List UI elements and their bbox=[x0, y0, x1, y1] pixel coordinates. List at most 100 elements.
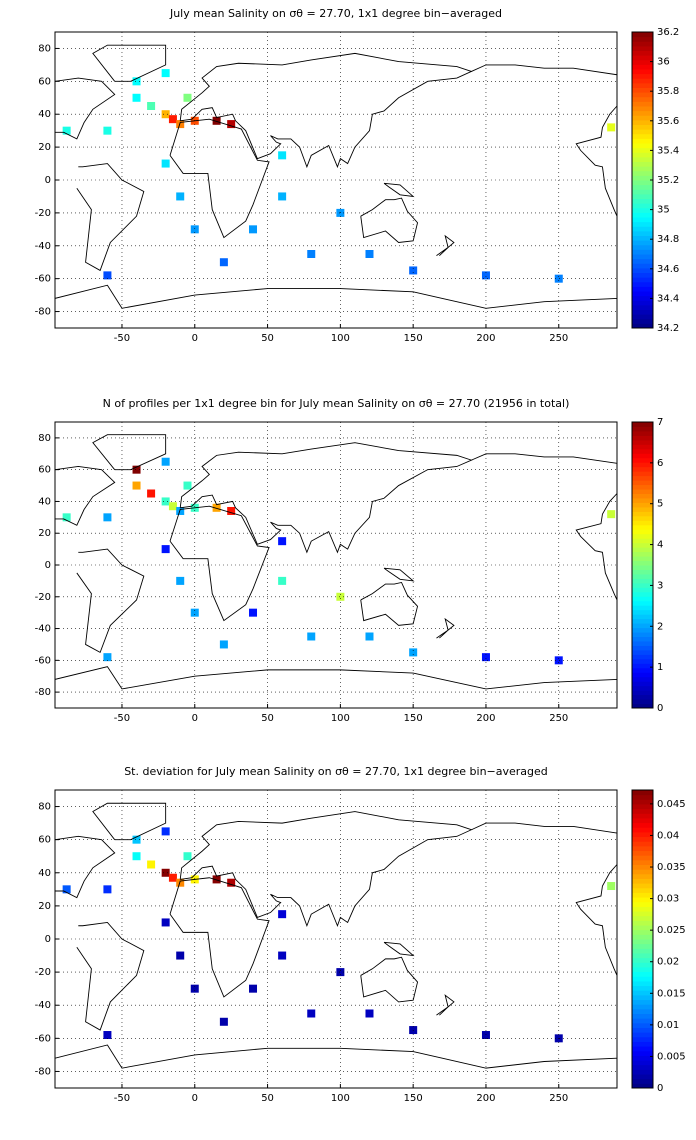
colorbar-strip bbox=[632, 920, 653, 926]
colorbar-strip bbox=[632, 663, 653, 669]
colorbar-strip bbox=[632, 506, 653, 512]
colorbar-strip bbox=[632, 448, 653, 454]
colorbar-strip bbox=[632, 1046, 653, 1052]
colorbar-strip bbox=[632, 685, 653, 691]
data-cell bbox=[183, 93, 192, 102]
data-cell bbox=[161, 827, 170, 836]
colorbar-strip bbox=[632, 430, 653, 436]
colorbar-tick-label: 35 bbox=[657, 205, 670, 216]
data-cell bbox=[278, 192, 287, 201]
coastline bbox=[360, 197, 419, 243]
colorbar-strip bbox=[632, 966, 653, 973]
data-cell bbox=[278, 910, 287, 919]
colorbar-strip bbox=[632, 939, 653, 945]
colorbar-strip bbox=[632, 831, 653, 838]
colorbar-strip bbox=[632, 147, 653, 153]
data-cell bbox=[554, 656, 563, 665]
colorbar-strip bbox=[632, 462, 653, 468]
y-tick-label: 40 bbox=[38, 496, 51, 507]
x-tick-label: 150 bbox=[404, 713, 423, 724]
colorbar-strip bbox=[632, 170, 653, 176]
colorbar-strip bbox=[632, 547, 653, 553]
colorbar-tick-label: 35.4 bbox=[657, 145, 679, 156]
colorbar-strip bbox=[632, 484, 653, 490]
data-cell bbox=[161, 545, 170, 554]
colorbar-strip bbox=[632, 180, 653, 186]
coastline bbox=[92, 434, 167, 471]
colorbar-strip bbox=[632, 901, 653, 907]
colorbar-strip bbox=[632, 249, 653, 255]
colorbar-strip bbox=[632, 591, 653, 597]
colorbar-strip bbox=[632, 803, 653, 810]
colorbar-strip bbox=[632, 614, 653, 620]
colorbar-strip bbox=[632, 480, 653, 486]
colorbar-strip bbox=[632, 869, 653, 875]
colorbar-strip bbox=[632, 106, 653, 112]
colorbar-strip bbox=[632, 850, 653, 856]
colorbar-tick-label: 36 bbox=[657, 57, 670, 68]
data-cell bbox=[147, 489, 156, 498]
y-tick-label: 20 bbox=[38, 901, 51, 912]
colorbar-strip bbox=[632, 994, 653, 1001]
colorbar-strip bbox=[632, 115, 653, 121]
colorbar-strip bbox=[632, 565, 653, 570]
colorbar-strip bbox=[632, 817, 653, 824]
colorbar-strip bbox=[632, 50, 653, 56]
colorbar-strip bbox=[632, 32, 653, 38]
colorbar-strip bbox=[632, 475, 653, 481]
colorbar-strip bbox=[632, 605, 653, 611]
data-cell bbox=[278, 151, 287, 160]
data-cell bbox=[227, 120, 236, 129]
chart-title: July mean Salinity on σθ = 27.70, 1x1 de… bbox=[169, 7, 502, 20]
data-cell bbox=[183, 481, 192, 490]
colorbar-strip bbox=[632, 658, 653, 664]
coastline bbox=[471, 64, 617, 76]
coastline bbox=[55, 466, 116, 526]
data-cell bbox=[481, 271, 490, 280]
colorbar-strip bbox=[632, 690, 653, 696]
coastline bbox=[179, 442, 473, 554]
colorbar-strip bbox=[632, 291, 653, 297]
y-tick-label: 20 bbox=[38, 528, 51, 539]
y-tick-label: -60 bbox=[35, 1033, 51, 1044]
colorbar-strip bbox=[632, 41, 653, 47]
colorbar-strip bbox=[632, 985, 653, 991]
colorbar-strip bbox=[632, 244, 653, 250]
colorbar-strip bbox=[632, 240, 653, 246]
colorbar-tick-label: 1 bbox=[657, 662, 663, 673]
y-tick-label: -20 bbox=[35, 592, 51, 603]
colorbar-tick-label: 0.02 bbox=[657, 957, 679, 968]
colorbar-strip bbox=[632, 596, 653, 602]
colorbar-strip bbox=[632, 587, 653, 593]
colorbar-strip bbox=[632, 934, 653, 940]
data-cell bbox=[168, 502, 177, 511]
colorbar-strip bbox=[632, 618, 653, 624]
colorbar-tick-label: 34.8 bbox=[657, 234, 679, 245]
data-cell bbox=[176, 506, 185, 515]
coastline bbox=[575, 105, 617, 217]
coastline bbox=[179, 52, 473, 169]
y-tick-label: -60 bbox=[35, 274, 51, 285]
y-tick-label: 80 bbox=[38, 433, 51, 444]
colorbar-strip bbox=[632, 124, 653, 130]
colorbar-strip bbox=[632, 263, 653, 269]
colorbar-strip bbox=[632, 551, 653, 557]
colorbar-tick-label: 7 bbox=[657, 417, 663, 428]
colorbar-tick-label: 0.01 bbox=[657, 1020, 679, 1031]
colorbar-strip bbox=[632, 471, 653, 477]
data-cell bbox=[307, 1009, 316, 1018]
colorbar-strip bbox=[632, 799, 653, 805]
colorbar-strip bbox=[632, 640, 653, 646]
colorbar-strip bbox=[632, 286, 653, 292]
colorbar-strip bbox=[632, 681, 653, 687]
colorbar-strip bbox=[632, 1064, 653, 1070]
data-cell bbox=[161, 69, 170, 78]
colorbar-strip bbox=[632, 281, 653, 287]
x-tick-label: 0 bbox=[192, 713, 198, 724]
colorbar-strip bbox=[632, 827, 653, 833]
colorbar-frame bbox=[631, 789, 654, 1089]
colorbar-strip bbox=[632, 45, 653, 51]
colorbar-strip bbox=[632, 198, 653, 204]
y-tick-label: 20 bbox=[38, 142, 51, 153]
